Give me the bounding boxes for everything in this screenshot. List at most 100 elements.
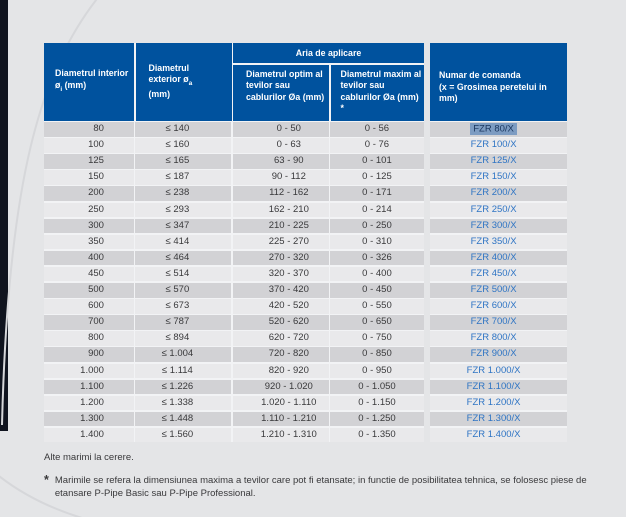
cell-max-diameter: 0 - 326 [330,250,424,266]
cell-inner-diameter: 800 [44,331,134,346]
table-row: 600 ≤ 673 420 - 520 0 - 550 FZR 600/X [44,299,567,314]
cell-optimal-diameter: 112 - 162 [232,186,329,201]
cell-inner-diameter: 125 [44,154,134,169]
cell-outer-diameter: ≤ 1.560 [135,427,232,443]
table-row: 1.400 ≤ 1.560 1.210 - 1.310 0 - 1.350 FZR 1.… [44,427,567,443]
cell-outer-diameter: ≤ 187 [135,170,232,185]
cell-outer-diameter: ≤ 1.004 [135,347,232,362]
cell-order-code: FZR 1.100/X [430,379,567,395]
table-row: 80 ≤ 140 0 - 50 0 - 56 FZR 80/X [44,122,567,137]
column-header-label: Diametrul exterior øa (mm) [148,62,193,100]
order-code-link[interactable]: FZR 125/X [470,155,517,167]
cell-max-diameter: 0 - 56 [330,122,424,137]
table-row: 1.300 ≤ 1.448 1.110 - 1.210 0 - 1.250 FZR 1.… [44,411,567,427]
cell-order-code: FZR 900/X [430,347,567,362]
cell-optimal-diameter: 90 - 112 [232,170,329,185]
order-code-link[interactable]: FZR 200/X [470,187,517,199]
cell-max-diameter: 0 - 76 [330,138,424,153]
order-code-link[interactable]: FZR 700/X [470,316,517,328]
cell-optimal-diameter: 820 - 920 [232,363,329,378]
order-code-link[interactable]: FZR 1.400/X [466,428,521,440]
table-row: 1.100 ≤ 1.226 920 - 1.020 0 - 1.050 FZR 1.10… [44,379,567,395]
cell-order-code: FZR 125/X [430,154,567,169]
cell-outer-diameter: ≤ 160 [135,138,232,153]
cell-inner-diameter: 250 [44,202,134,218]
order-code-link[interactable]: FZR 450/X [470,267,517,279]
order-code-link[interactable]: FZR 400/X [470,251,517,263]
column-header-label: Numar de comanda [439,70,521,80]
cell-outer-diameter: ≤ 1.114 [135,363,232,378]
fzr-size-table: Diametrul interior øi (mm) Diametrul ext… [44,43,567,444]
cell-max-diameter: 0 - 125 [330,170,424,185]
cell-max-diameter: 0 - 1.150 [330,395,424,411]
table-row: 450 ≤ 514 320 - 370 0 - 400 FZR 450/X [44,266,567,282]
cell-inner-diameter: 900 [44,347,134,362]
cell-optimal-diameter: 270 - 320 [232,250,329,266]
cell-inner-diameter: 350 [44,234,134,250]
order-code-link[interactable]: FZR 800/X [470,332,517,344]
cell-optimal-diameter: 370 - 420 [232,283,329,298]
table-row: 125 ≤ 165 63 - 90 0 - 101 FZR 125/X [44,154,567,169]
table-row: 150 ≤ 187 90 - 112 0 - 125 FZR 150/X [44,170,567,185]
cell-optimal-diameter: 420 - 520 [232,299,329,314]
order-code-link[interactable]: FZR 250/X [470,203,517,215]
order-code-link[interactable]: FZR 80/X [470,122,517,135]
cell-optimal-diameter: 920 - 1.020 [232,379,329,395]
column-header-max-diameter: Diametrul maxim al tevilor sau cablurilo… [330,64,424,121]
cell-max-diameter: 0 - 1.250 [330,411,424,427]
order-code-link[interactable]: FZR 300/X [470,219,517,231]
order-code-link[interactable]: FZR 600/X [470,300,517,312]
order-code-link[interactable]: FZR 1.100/X [466,380,521,392]
cell-optimal-diameter: 1.020 - 1.110 [232,395,329,411]
cell-inner-diameter: 300 [44,218,134,234]
cell-outer-diameter: ≤ 514 [135,266,232,282]
table-row: 500 ≤ 570 370 - 420 0 - 450 FZR 500/X [44,283,567,298]
cell-order-code: FZR 800/X [430,331,567,346]
cell-order-code: FZR 1.000/X [430,363,567,378]
cell-inner-diameter: 1.400 [44,427,134,443]
page-edge-bar [0,0,8,431]
cell-max-diameter: 0 - 1.050 [330,379,424,395]
cell-outer-diameter: ≤ 165 [135,154,232,169]
cell-outer-diameter: ≤ 570 [135,283,232,298]
cell-inner-diameter: 1.100 [44,379,134,395]
cell-max-diameter: 0 - 650 [330,315,424,330]
column-header-optimal-diameter: Diametrul optim al tevilor sau cablurilo… [233,64,329,121]
table-row: 900 ≤ 1.004 720 - 820 0 - 850 FZR 900/X [44,347,567,362]
order-code-link[interactable]: FZR 900/X [470,348,517,360]
footnote-asterisk: * [44,473,49,487]
cell-outer-diameter: ≤ 787 [135,315,232,330]
cell-optimal-diameter: 720 - 820 [232,347,329,362]
table-row: 700 ≤ 787 520 - 620 0 - 650 FZR 700/X [44,315,567,330]
table-row: 250 ≤ 293 162 - 210 0 - 214 FZR 250/X [44,202,567,218]
column-header-sublabel: (x = Grosimea peretelui in mm) [439,81,547,104]
cell-inner-diameter: 400 [44,250,134,266]
cell-inner-diameter: 150 [44,170,134,185]
cell-max-diameter: 0 - 101 [330,154,424,169]
cell-optimal-diameter: 210 - 225 [232,218,329,234]
cell-order-code: FZR 450/X [430,266,567,282]
cell-outer-diameter: ≤ 464 [135,250,232,266]
order-code-link[interactable]: FZR 100/X [470,139,517,151]
table-body: 80 ≤ 140 0 - 50 0 - 56 FZR 80/X 100 ≤ 160 0 - 6… [44,122,567,444]
cell-outer-diameter: ≤ 1.448 [135,411,232,427]
order-code-link[interactable]: FZR 150/X [470,171,517,183]
cell-order-code: FZR 1.300/X [430,411,567,427]
cell-outer-diameter: ≤ 414 [135,234,232,250]
other-sizes-note: Alte marimi la cerere. [44,452,134,463]
table-row: 400 ≤ 464 270 - 320 0 - 326 FZR 400/X [44,250,567,266]
order-code-link[interactable]: FZR 1.000/X [466,364,521,376]
table-header: Diametrul interior øi (mm) Diametrul ext… [44,43,567,122]
cell-outer-diameter: ≤ 1.338 [135,395,232,411]
cell-order-code: FZR 150/X [430,170,567,185]
cell-outer-diameter: ≤ 293 [135,202,232,218]
cell-order-code: FZR 1.200/X [430,395,567,411]
cell-order-code: FZR 300/X [430,218,567,234]
cell-order-code: FZR 350/X [430,234,567,250]
cell-order-code: FZR 1.400/X [430,427,567,443]
cell-optimal-diameter: 320 - 370 [232,266,329,282]
order-code-link[interactable]: FZR 1.300/X [466,412,521,424]
order-code-link[interactable]: FZR 350/X [470,235,517,247]
order-code-link[interactable]: FZR 1.200/X [466,396,521,408]
order-code-link[interactable]: FZR 500/X [470,284,517,296]
